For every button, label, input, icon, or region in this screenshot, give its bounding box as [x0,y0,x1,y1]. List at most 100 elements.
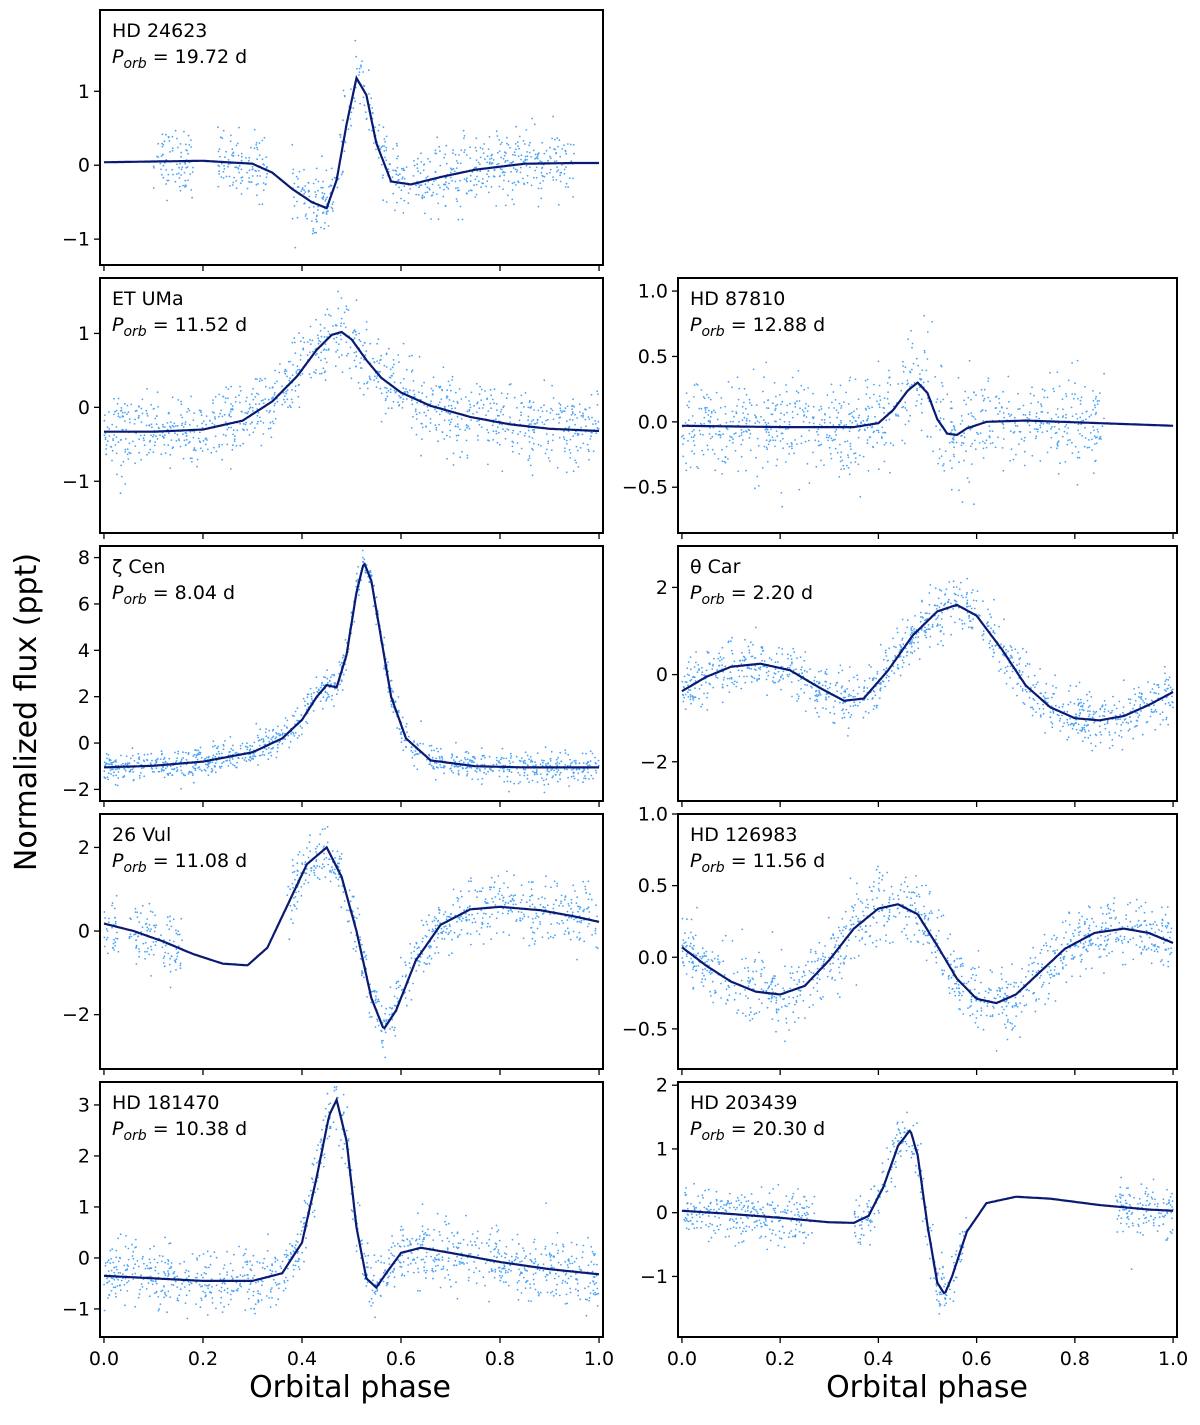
data-point [223,165,225,167]
data-point [454,407,457,409]
data-point [980,410,982,413]
data-point [971,589,974,591]
data-point [271,397,273,400]
data-point [1054,674,1056,677]
data-point [524,159,527,162]
data-point [950,488,953,491]
data-point [710,410,713,413]
data-point [227,426,230,429]
data-point [329,184,332,187]
data-point [356,67,358,70]
data-point [222,177,225,179]
data-point [387,691,390,693]
data-point [693,384,696,386]
data-point [510,170,512,173]
data-point [293,182,296,185]
data-point [435,410,438,413]
data-point [532,149,535,152]
data-point [685,681,688,684]
data-point [866,426,869,429]
data-point [973,607,976,610]
data-point [768,657,771,660]
data-point [410,370,413,373]
data-point [175,760,178,762]
data-point [162,425,165,428]
data-point [262,189,265,192]
data-point [1078,714,1081,717]
data-point [312,211,315,214]
data-point [535,166,538,169]
data-point [295,370,298,373]
data-point [540,187,543,190]
data-point [794,402,796,404]
data-point [569,143,572,146]
data-point [176,425,179,427]
data-point [958,588,961,591]
data-point [344,639,347,641]
data-point [1133,688,1135,690]
data-point [283,395,286,397]
data-point [828,407,830,409]
data-point [492,763,495,766]
data-point [842,464,845,467]
data-point [570,414,573,416]
data-point [291,143,294,146]
data-point [432,389,434,392]
data-point [874,415,876,418]
data-point [487,463,489,466]
data-point [187,152,189,155]
data-point [432,767,434,770]
data-point [479,156,482,159]
data-point [180,424,183,427]
data-point [434,170,437,173]
data-point [750,404,753,407]
data-point [133,778,135,781]
data-point [309,687,312,690]
data-point [871,406,873,409]
data-point [232,749,235,752]
data-point [809,697,811,700]
data-point [291,731,294,734]
data-point [819,694,822,696]
data-point [420,184,423,187]
data-point [814,676,816,679]
data-point [292,172,294,175]
data-point [401,716,404,719]
data-point [1122,706,1125,708]
data-point [187,751,190,754]
data-point [954,621,956,624]
data-point [507,144,510,146]
data-point [524,751,527,754]
data-point [1135,725,1137,727]
data-point [836,451,839,454]
data-point [277,732,280,735]
data-point [457,769,460,772]
data-point [320,351,323,354]
data-point [464,396,467,398]
data-point [117,777,120,779]
data-point [244,412,247,414]
data-point [443,156,446,159]
data-point [755,416,757,419]
data-point [693,396,695,398]
data-point [1099,741,1102,744]
data-point [756,420,759,422]
data-point [214,762,217,765]
data-point [276,733,278,735]
data-point [256,146,258,149]
data-point [157,156,160,159]
data-point [565,152,568,155]
data-point [1023,450,1026,453]
data-point [590,435,592,438]
data-point [1098,715,1101,718]
data-point [326,308,329,311]
data-point [700,705,702,708]
data-point [713,657,715,660]
data-point [414,750,417,752]
data-point [129,452,132,455]
data-point [740,455,743,458]
data-point [307,189,310,192]
data-point [544,452,547,455]
data-point [836,690,839,693]
data-point [240,152,243,155]
